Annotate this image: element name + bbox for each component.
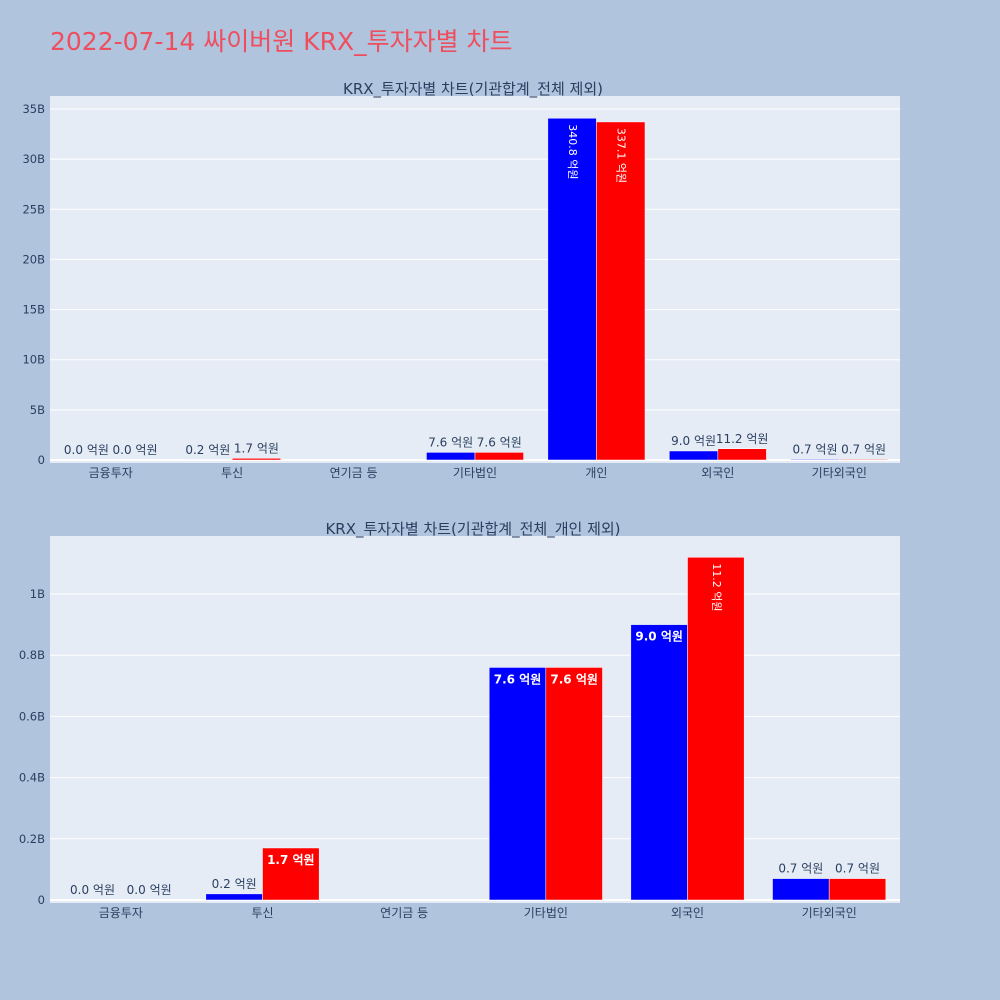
y-tick-label: 0 [38,453,45,467]
data-label: 0.7 억원 [835,862,880,876]
y-tick-label: 30B [22,152,45,166]
x-tick-label: 금융투자 [89,466,133,480]
data-label: 7.6 억원 [477,435,522,449]
data-label: 7.6 억원 [550,672,598,686]
bar [828,878,887,901]
bar [488,667,547,901]
data-label: 11.2 억원 [716,432,769,446]
bar [262,847,320,901]
bar [687,557,745,901]
data-label: 11.2 억원 [710,563,723,611]
data-label: 0.7 억원 [793,442,838,456]
x-tick-label: 기타법인 [524,906,568,920]
x-tick-label: 기타외국인 [802,906,857,920]
x-tick-label: 기타외국인 [812,466,867,480]
x-tick-label: 기타법인 [453,466,497,480]
y-tick-label: 0 [38,893,45,907]
y-tick-label: 5B [30,403,45,417]
y-tick-label: 0.8B [19,648,45,662]
data-label: 337.1 억원 [615,128,628,183]
data-label: 0.2 억원 [212,877,257,891]
bar [426,452,476,461]
bar [474,452,524,461]
bar [790,459,840,461]
bar [772,878,830,901]
data-label: 0.7 억원 [841,442,886,456]
x-tick-label: 금융투자 [99,906,143,920]
x-tick-label: 개인 [585,466,607,480]
chart-bottom: KRX_투자자별 차트(기관합계_전체_개인 제외) 0 0.2B 0.4B 0.6B 0… [19,520,900,920]
data-label: 0.0 억원 [70,883,115,897]
chart-title: KRX_투자자별 차트(기관합계_전체_개인 제외) [325,520,620,539]
bar [839,459,889,461]
x-tick-label: 외국인 [701,466,734,480]
chart-title: KRX_투자자별 차트(기관합계_전체 제외) [343,80,603,99]
data-label: 340.8 억원 [566,124,579,179]
bar [205,893,263,901]
plot-area [50,536,900,903]
bar [596,121,646,461]
y-tick-label: 20B [22,252,45,266]
data-label: 0.0 억원 [64,443,109,457]
data-label: 0.7 억원 [778,862,823,876]
y-tick-label: 10B [22,353,45,367]
plot-area [50,96,900,463]
y-tick-label: 0.2B [19,832,45,846]
data-label: 1.7 억원 [234,441,279,455]
x-tick-label: 투신 [251,906,273,920]
data-label: 7.6 억원 [494,672,542,686]
y-tick-label: 35B [22,102,45,116]
data-label: 9.0 억원 [671,434,716,448]
x-tick-label: 연기금 등 [380,906,428,920]
chart-top: KRX_투자자별 차트(기관합계_전체 제외) 0 5B 10B 15B 20B 25B 30… [22,80,900,480]
bar [547,117,597,461]
y-tick-label: 1B [30,587,45,601]
bar [717,448,767,461]
x-tick-label: 연기금 등 [330,466,378,480]
data-label: 7.6 억원 [428,435,473,449]
x-tick-label: 투신 [221,466,243,480]
bar [669,450,719,461]
y-tick-label: 0.4B [19,771,45,785]
bar [630,624,688,901]
data-label: 0.2 억원 [185,443,230,457]
y-tick-label: 0.6B [19,709,45,723]
page-title: 2022-07-14 싸이버원 KRX_투자자별 차트 [50,27,513,56]
y-tick-label: 15B [22,303,45,317]
bar [231,458,281,461]
data-label: 1.7 억원 [267,853,315,867]
data-label: 0.0 억원 [113,443,158,457]
data-label: 9.0 억원 [635,630,683,644]
x-tick-label: 외국인 [671,906,704,920]
data-label: 0.0 억원 [127,883,172,897]
bar [545,667,603,901]
y-tick-label: 25B [22,202,45,216]
